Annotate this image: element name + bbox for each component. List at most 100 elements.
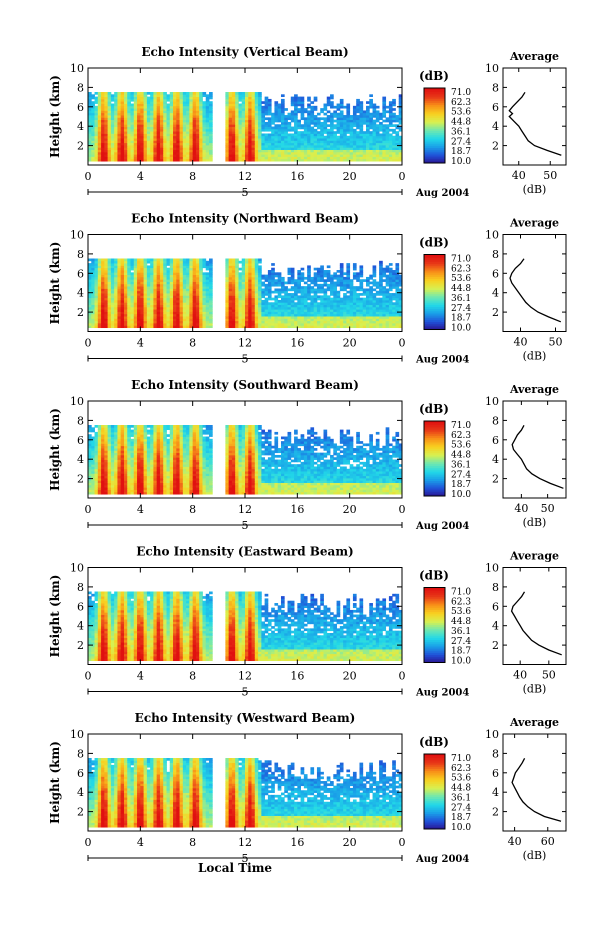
heatmap-cell [101, 129, 105, 132]
heatmap-cell [274, 110, 278, 113]
heatmap-cell [114, 120, 118, 123]
heatmap-cell [317, 318, 321, 321]
heatmap-cell [108, 120, 112, 123]
heatmap-cell [140, 275, 144, 278]
heatmap-cell [359, 286, 363, 289]
heatmap-cell [248, 268, 252, 271]
heatmap-cell [232, 279, 236, 282]
heatmap-cell [170, 279, 174, 282]
heatmap-cell [199, 270, 203, 273]
heatmap-cell [170, 270, 174, 273]
heatmap-cell [163, 325, 167, 328]
heatmap-cell [359, 143, 363, 146]
heatmap-cell [137, 282, 141, 285]
heatmap-cell [238, 110, 242, 113]
heatmap-cell [199, 302, 203, 305]
heatmap-cell [379, 159, 383, 162]
heatmap-cell [101, 140, 105, 143]
heatmap-cell [271, 314, 275, 317]
heatmap-cell [330, 318, 334, 321]
heatmap-cell [199, 99, 203, 102]
heatmap-cell [95, 129, 99, 132]
heatmap-cell [88, 101, 92, 104]
heatmap-cell [274, 279, 278, 282]
heatmap-cell [232, 99, 236, 102]
heatmap-cell [229, 298, 233, 301]
heatmap-cell [301, 159, 305, 162]
heatmap-cell [288, 122, 292, 125]
heatmap-cell [359, 127, 363, 130]
heatmap-cell [167, 117, 171, 120]
heatmap-cell [248, 145, 252, 148]
heatmap-cell [170, 311, 174, 314]
heatmap-cell [147, 279, 151, 282]
heatmap-cell [281, 157, 285, 160]
heatmap-cell [274, 311, 278, 314]
heatmap-cell [356, 325, 360, 328]
heatmap-cell [258, 325, 262, 328]
heatmap-cell [281, 120, 285, 123]
heatmap-cell [189, 152, 193, 155]
heatmap-cell [356, 152, 360, 155]
heatmap-cell [189, 286, 193, 289]
heatmap-cell [229, 275, 233, 278]
heatmap-cell [108, 270, 112, 273]
heatmap-cell [144, 147, 148, 150]
heatmap-cell [193, 261, 197, 264]
heatmap-cell [379, 302, 383, 305]
heatmap-cell [376, 113, 380, 116]
heatmap-cell [108, 124, 112, 127]
heatmap-cell [108, 295, 112, 298]
heatmap-cell [108, 133, 112, 136]
heatmap-cell [258, 323, 262, 326]
heatmap-cell [284, 300, 288, 303]
heatmap-cell [88, 314, 92, 317]
heatmap-cell [140, 133, 144, 136]
heatmap-cell [124, 131, 128, 134]
heatmap-cell [343, 311, 347, 314]
heatmap-cell [127, 261, 131, 264]
heatmap-cell [291, 159, 295, 162]
heatmap-cell [95, 101, 99, 104]
heatmap-cell [202, 157, 206, 160]
heatmap-cell [147, 268, 151, 271]
heatmap-cell [366, 325, 370, 328]
heatmap-cell [278, 120, 282, 123]
heatmap-cell [167, 152, 171, 155]
heatmap-cell [114, 272, 118, 275]
heatmap-cell [268, 143, 272, 146]
heatmap-cell [307, 106, 311, 109]
heatmap-cell [271, 152, 275, 155]
heatmap-cell [340, 138, 344, 141]
heatmap-cell [209, 136, 213, 139]
heatmap-cell [373, 157, 377, 160]
heatmap-cell [389, 150, 393, 153]
heatmap-cell [258, 302, 262, 305]
heatmap-cell [160, 120, 164, 123]
heatmap-cell [98, 325, 102, 328]
heatmap-cell [369, 321, 373, 324]
heatmap-cell [261, 314, 265, 317]
heatmap-cell [104, 124, 108, 127]
heatmap-cell [167, 300, 171, 303]
heatmap-cell [382, 120, 386, 123]
heatmap-cell [265, 291, 269, 294]
heatmap-cell [232, 147, 236, 150]
heatmap-cell [124, 291, 128, 294]
heatmap-cell [278, 133, 282, 136]
heatmap-cell [131, 157, 135, 160]
heatmap-cell [337, 131, 341, 134]
heatmap-cell [301, 268, 305, 271]
heatmap-cell [235, 311, 239, 314]
heatmap-cell [261, 325, 265, 328]
heatmap-cell [327, 138, 331, 141]
heatmap-cell [261, 120, 265, 123]
heatmap-cell [350, 288, 354, 291]
heatmap-cell [245, 117, 249, 120]
heatmap-cell [153, 318, 157, 321]
heatmap-cell [301, 113, 305, 116]
heatmap-cell [248, 272, 252, 275]
heatmap-cell [140, 311, 144, 314]
heatmap-cell [324, 127, 328, 130]
heatmap-cell [232, 293, 236, 296]
